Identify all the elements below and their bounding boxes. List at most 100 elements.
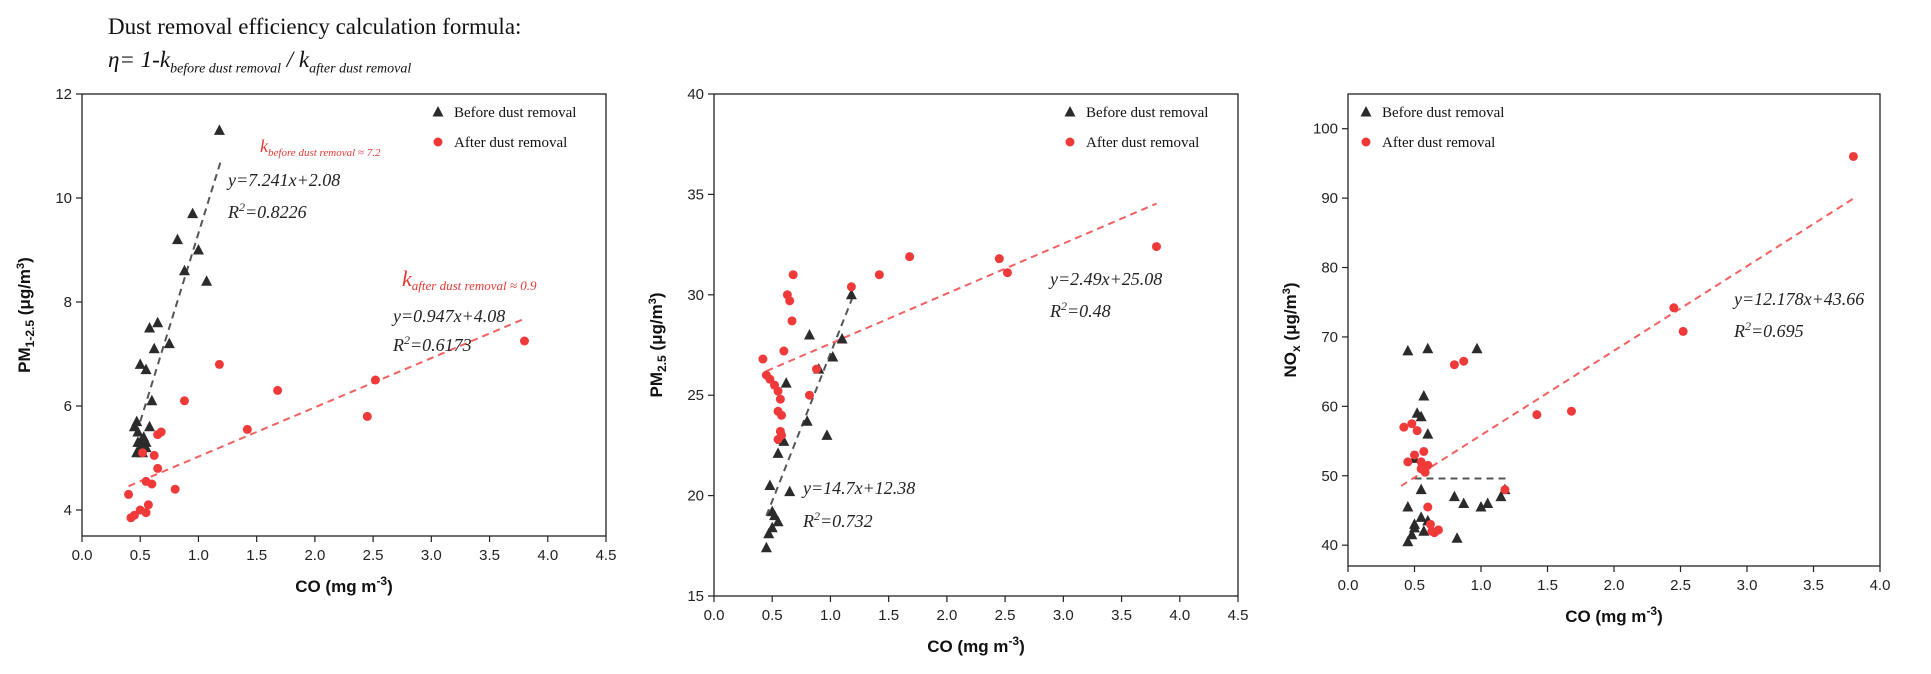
data-point-before [134, 358, 146, 369]
data-point-before [780, 377, 792, 388]
data-point-before [187, 207, 199, 219]
data-point-before [766, 521, 778, 533]
fit-line-before [765, 294, 855, 517]
data-point-before [1415, 511, 1427, 522]
y-tick-label: 50 [1321, 468, 1338, 485]
data-point-before [178, 264, 190, 276]
y-tick-label: 100 [1313, 121, 1338, 138]
fit-line-before [139, 157, 223, 422]
data-point-before [1475, 501, 1487, 512]
data-point-before [132, 426, 144, 437]
legend-label-before: Before dust removal [454, 105, 576, 121]
x-tick-label: 4.0 [537, 547, 558, 564]
data-point-before [148, 342, 160, 354]
data-point-after [811, 364, 821, 374]
data-point-before [1402, 535, 1414, 547]
data-point-before [1422, 428, 1434, 439]
data-point-before [146, 394, 158, 406]
data-point-before [1448, 490, 1460, 502]
data-point-after [779, 346, 789, 356]
data-point-after [141, 508, 151, 518]
data-point-before [132, 436, 144, 447]
x-tick-label: 3.5 [1111, 607, 1132, 624]
x-tick-label: 4.0 [1870, 577, 1891, 594]
fit-equation-before: y=14.7x+12.38 [801, 478, 915, 498]
fit-equation-before: y=7.241x+2.08 [226, 170, 340, 190]
data-point-before [1471, 342, 1483, 354]
data-point-before [1422, 342, 1434, 354]
legend-marker-before [1064, 106, 1076, 117]
y-tick-label: 25 [687, 387, 704, 404]
data-point-after [156, 427, 166, 437]
data-point-before [1411, 407, 1423, 418]
data-point-before [144, 420, 156, 432]
formula-sub-after: after dust removal [309, 61, 412, 77]
data-point-after [153, 463, 163, 473]
legend-label-after: After dust removal [1382, 135, 1495, 151]
data-point-after [214, 359, 224, 369]
x-tick-label: 0.5 [130, 547, 151, 564]
data-point-before [140, 436, 152, 447]
x-tick-label: 2.0 [936, 607, 957, 624]
data-point-after [1669, 303, 1679, 313]
legend-marker-after [433, 137, 443, 147]
formula-sub-before: before dust removal [170, 61, 282, 77]
formula-title: Dust removal efficiency calculation form… [108, 14, 522, 39]
data-point-after [994, 254, 1004, 264]
r-squared-after: R2=0.695 [1733, 319, 1804, 341]
data-point-after [362, 411, 372, 421]
data-point-before [801, 415, 813, 426]
data-point-before [140, 363, 152, 375]
fit-equation-after: y=12.178x+43.66 [1732, 289, 1864, 309]
data-point-before [1458, 497, 1470, 509]
y-tick-label: 20 [687, 488, 704, 505]
data-point-after [775, 394, 785, 404]
data-point-after [1410, 450, 1419, 460]
header: Dust removal efficiency calculation form… [108, 10, 521, 86]
y-tick-label: 40 [1321, 537, 1338, 554]
data-point-before [845, 288, 857, 300]
x-tick-label: 1.5 [1537, 577, 1558, 594]
data-point-after [1425, 519, 1435, 529]
data-point-before [201, 275, 213, 286]
x-axis-title: CO (mg m-3) [1565, 604, 1663, 626]
x-tick-label: 1.0 [188, 547, 209, 564]
x-axis-title: CO (mg m-3) [295, 574, 393, 596]
formula-eta: η= 1-k [108, 47, 171, 72]
data-point-after [1459, 356, 1469, 366]
x-tick-label: 4.5 [1228, 607, 1249, 624]
legend-label-after: After dust removal [454, 135, 567, 151]
y-tick-label: 6 [64, 398, 72, 415]
chart-panel-2: 0.0 0.5 1.0 1.5 2.0 2.5 3.0 3.5 4.0 4.5 15 20 25 30 35… [647, 86, 1248, 656]
data-point-before [1409, 521, 1420, 533]
y-tick-label: 8 [64, 294, 72, 311]
data-point-before [827, 351, 839, 362]
y-tick-label: 10 [55, 190, 72, 207]
legend-label-after: After dust removal [1086, 135, 1199, 151]
data-point-before [772, 447, 784, 458]
data-point-before [163, 337, 175, 349]
plot-frame [713, 93, 1239, 597]
data-point-after [1500, 485, 1510, 495]
formula-expression: η= 1-kbefore dust removal / kafter dust … [108, 43, 521, 86]
data-point-before [764, 479, 776, 491]
x-axis-title: CO (mg m-3) [927, 634, 1025, 656]
r-squared-after: R2=0.48 [1049, 299, 1111, 321]
data-point-after [149, 450, 159, 460]
fit-line-after [766, 202, 1157, 373]
y-tick-label: 60 [1321, 398, 1338, 415]
data-point-before [1482, 497, 1494, 509]
data-point-after [273, 385, 283, 395]
fit-equation-after: y=2.49x+25.08 [1048, 269, 1162, 289]
data-point-before [1402, 344, 1414, 356]
data-point-before [760, 541, 772, 553]
x-tick-label: 2.5 [363, 547, 384, 564]
data-point-after [787, 316, 797, 326]
data-point-after [773, 434, 783, 444]
data-point-before [144, 322, 156, 333]
legend-marker-after [1361, 137, 1371, 147]
data-point-after [141, 476, 151, 486]
x-tick-label: 4.5 [596, 547, 617, 564]
x-tick-label: 2.0 [1604, 577, 1625, 594]
fit-equation-after: y=0.947x+4.08 [391, 306, 505, 326]
